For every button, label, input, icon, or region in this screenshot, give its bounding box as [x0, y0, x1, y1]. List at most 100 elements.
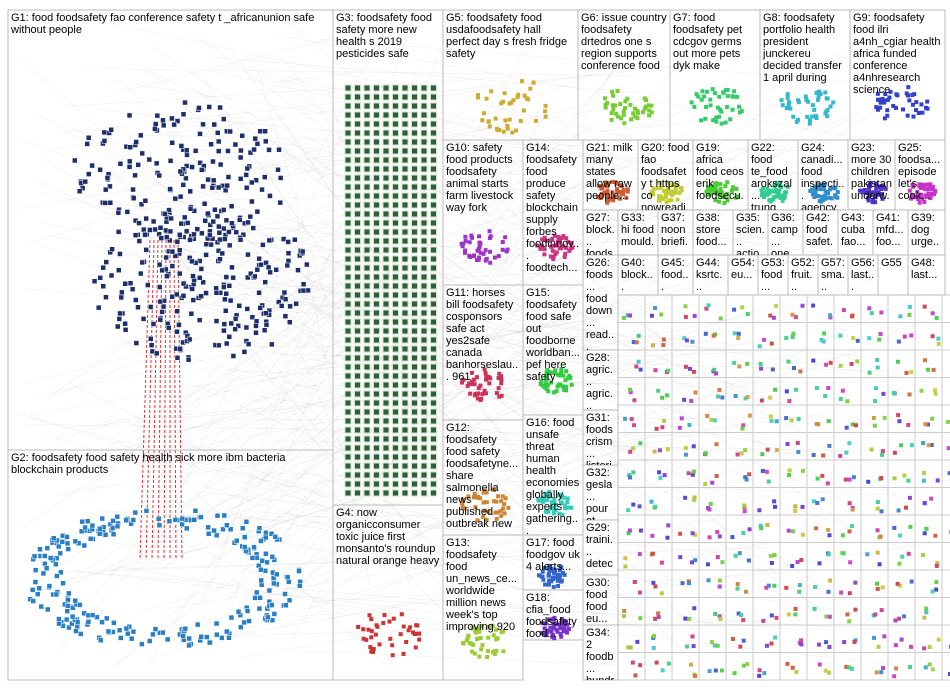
node: [183, 163, 190, 169]
node: [650, 551, 655, 556]
node: [354, 201, 361, 209]
node: [183, 525, 190, 532]
node: [373, 435, 380, 443]
edge: [30, 567, 806, 631]
node: [382, 390, 390, 398]
cell: [860, 322, 889, 351]
node: [252, 273, 258, 280]
node: [631, 446, 636, 451]
edge: [32, 178, 677, 476]
cell: [698, 542, 727, 571]
node: [788, 106, 793, 111]
node: [344, 363, 352, 371]
node: [561, 373, 566, 378]
node: [276, 299, 282, 305]
node: [53, 561, 59, 567]
node: [713, 198, 718, 203]
node: [430, 282, 437, 290]
node: [718, 107, 723, 112]
node: [747, 472, 752, 477]
node: [401, 93, 409, 101]
node: [152, 126, 158, 132]
node: [363, 327, 371, 335]
node: [731, 186, 736, 191]
node: [930, 589, 935, 594]
node: [263, 321, 270, 328]
node: [145, 282, 151, 288]
node: [484, 96, 489, 101]
node: [249, 555, 256, 561]
node: [215, 184, 222, 191]
node: [745, 662, 750, 667]
node: [256, 289, 262, 296]
node: [401, 255, 409, 263]
node: [867, 186, 872, 191]
node: [795, 559, 800, 564]
node: [420, 264, 428, 272]
node: [430, 489, 437, 497]
node: [363, 201, 371, 209]
node: [560, 616, 565, 621]
node: [815, 501, 820, 506]
node: [354, 237, 361, 245]
node: [146, 638, 153, 644]
node: [487, 625, 492, 630]
edge: [209, 68, 825, 512]
node: [826, 386, 831, 391]
node: [96, 530, 103, 537]
node: [64, 603, 71, 609]
node: [401, 300, 409, 308]
node: [623, 556, 628, 561]
cell: [941, 514, 950, 543]
node: [824, 362, 829, 367]
node: [567, 248, 572, 253]
node: [138, 201, 145, 207]
node: [252, 135, 258, 142]
node: [60, 580, 66, 586]
node: [401, 480, 409, 488]
node: [102, 532, 109, 538]
node: [256, 255, 262, 262]
node: [69, 613, 76, 620]
node: [160, 122, 167, 129]
node: [243, 172, 249, 178]
node: [665, 180, 670, 185]
node: [221, 512, 228, 519]
node: [549, 629, 554, 634]
node: [793, 509, 798, 514]
node: [206, 104, 213, 110]
node: [263, 551, 269, 557]
node: [947, 471, 950, 476]
node: [472, 253, 477, 258]
node: [732, 331, 737, 336]
node: [556, 493, 561, 498]
node: [546, 389, 551, 394]
node: [203, 252, 209, 258]
node: [784, 416, 789, 421]
node: [814, 386, 819, 391]
node: [469, 233, 474, 238]
node: [927, 662, 932, 667]
node: [880, 196, 885, 201]
node: [827, 195, 832, 200]
node: [256, 525, 263, 531]
node: [515, 95, 520, 100]
node: [222, 187, 229, 194]
node: [382, 102, 390, 110]
node: [139, 259, 145, 266]
node: [382, 372, 390, 380]
node: [99, 619, 105, 625]
node: [487, 124, 492, 129]
node: [563, 245, 568, 250]
node: [497, 371, 502, 376]
node: [933, 533, 938, 538]
node: [838, 333, 843, 338]
node: [845, 612, 850, 617]
node: [635, 111, 640, 116]
node: [810, 103, 815, 108]
node: [45, 606, 51, 613]
node: [392, 102, 399, 110]
node: [72, 538, 79, 545]
node: [430, 390, 437, 398]
node: [494, 516, 499, 521]
